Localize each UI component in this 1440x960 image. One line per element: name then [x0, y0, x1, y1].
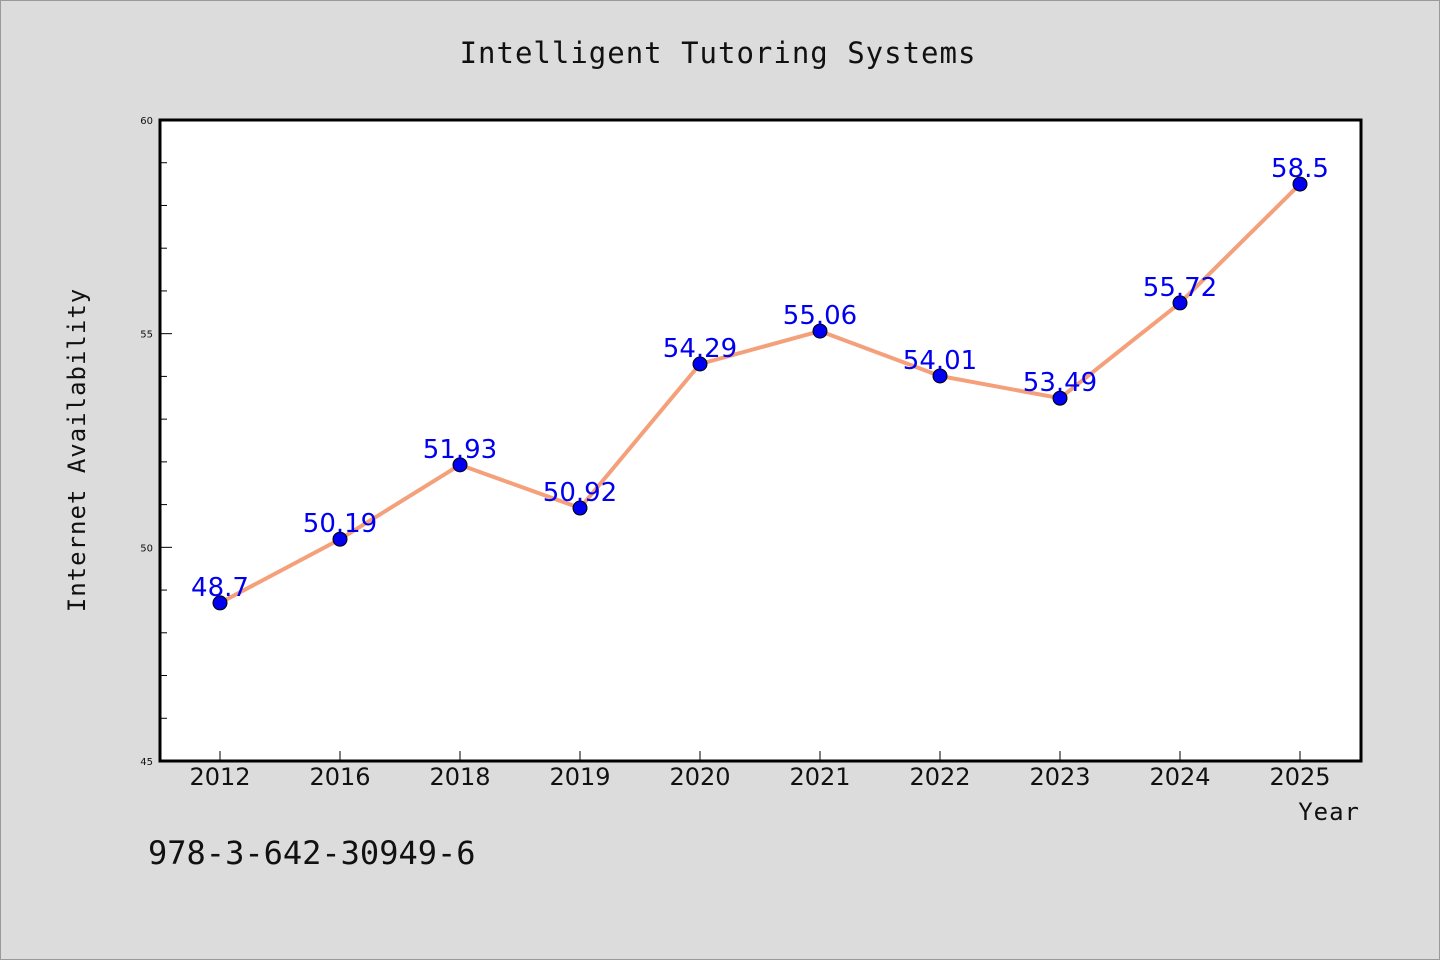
x-axis-label: Year — [1298, 798, 1360, 826]
x-axis: 2012 2016 2018 2019 2020 2021 2022 2023 2024 2025 — [189, 751, 1331, 791]
y-tick-label: 50 — [140, 543, 153, 554]
series-line — [218, 182, 1302, 605]
data-label: 50.92 — [543, 478, 617, 508]
data-point — [1172, 295, 1188, 311]
data-label: 55.06 — [783, 301, 857, 331]
data-point — [1052, 390, 1068, 406]
plot-area — [160, 120, 1361, 761]
y-tick-label: 45 — [140, 757, 153, 768]
data-point — [932, 368, 948, 384]
x-tick-label: 2020 — [669, 763, 730, 791]
chart-title: Intelligent Tutoring Systems — [460, 36, 977, 70]
series: 48.7 50.19 51.93 50.92 54.29 55.06 54.01 53.49 5… — [191, 154, 1329, 611]
data-label: 58.5 — [1271, 154, 1329, 184]
data-point — [1292, 176, 1308, 192]
data-label: 51.93 — [423, 435, 497, 465]
data-label: 50.19 — [303, 509, 377, 539]
plot-border — [158, 118, 1363, 763]
y-tick-label: 55 — [140, 330, 153, 341]
x-tick-label: 2024 — [1149, 763, 1210, 791]
data-point — [452, 457, 468, 473]
data-label: 55.72 — [1143, 273, 1217, 303]
data-label: 54.01 — [903, 346, 977, 376]
x-tick-label: 2025 — [1269, 763, 1330, 791]
data-point — [812, 323, 828, 339]
data-label: 53.49 — [1023, 368, 1097, 398]
data-label: 48.7 — [191, 573, 249, 603]
data-point — [692, 356, 708, 372]
y-tick-label: 60 — [140, 116, 153, 127]
data-point — [212, 595, 228, 611]
x-tick-label: 2022 — [909, 763, 970, 791]
data-point — [332, 531, 348, 547]
data-point — [572, 500, 588, 516]
x-tick-label: 2016 — [309, 763, 370, 791]
x-tick-label: 2018 — [429, 763, 490, 791]
x-tick-label: 2019 — [549, 763, 610, 791]
data-label: 54.29 — [663, 334, 737, 364]
isbn-annotation: 978-3-642-30949-6 — [148, 834, 476, 872]
x-tick-label: 2021 — [789, 763, 850, 791]
y-axis-label: Internet Availability — [63, 288, 91, 612]
x-tick-label: 2012 — [189, 763, 250, 791]
x-tick-label: 2023 — [1029, 763, 1090, 791]
